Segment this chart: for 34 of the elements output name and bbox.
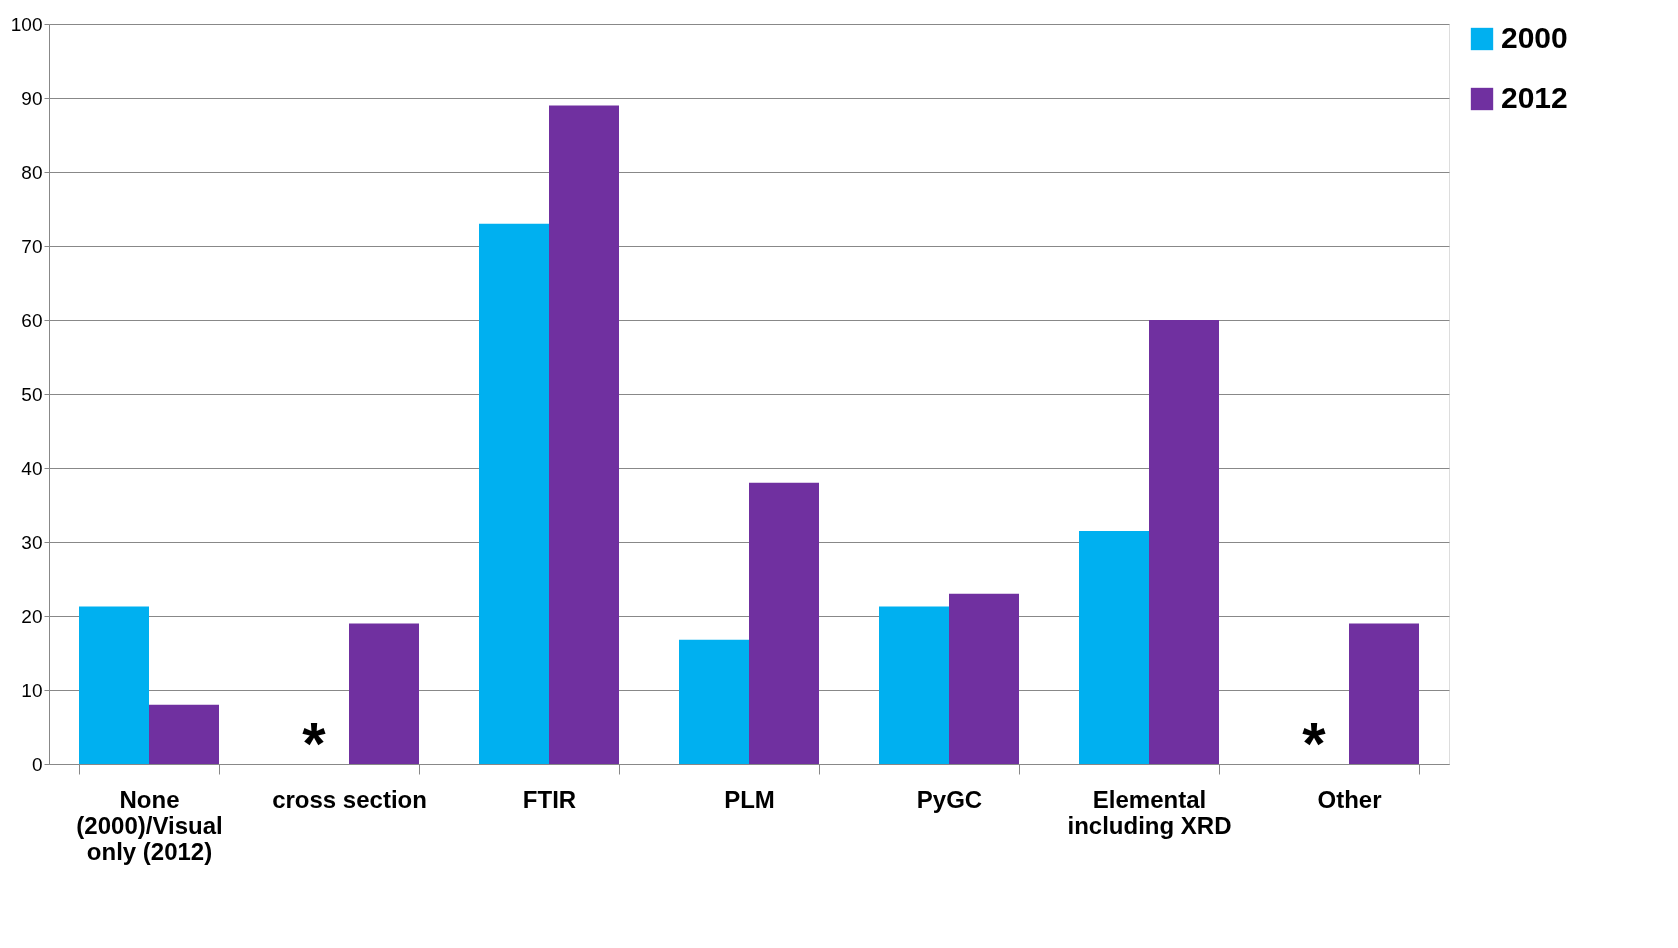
annotation: * (302, 710, 327, 778)
x-tick-label: Other (1317, 785, 1382, 813)
bar (949, 593, 1019, 764)
y-tick-label: 10 (21, 679, 43, 701)
bar (349, 623, 419, 764)
bar (679, 639, 749, 764)
y-tick-label: 40 (21, 457, 43, 479)
bar (549, 105, 619, 764)
annotation: * (1302, 710, 1327, 778)
bar (749, 482, 819, 764)
y-tick-label: 80 (21, 161, 43, 183)
y-tick-label: 20 (21, 605, 43, 627)
y-tick-label: 90 (21, 87, 43, 109)
y-tick-label: 0 (31, 753, 43, 775)
x-tick-label: Elemental including XRD (1067, 785, 1232, 839)
bar (479, 223, 549, 764)
x-tick-label: FTIR (522, 785, 577, 813)
x-tick-label: None (2000)/Visual only (2012) (76, 785, 223, 865)
legend-label: 2000 (1501, 21, 1568, 54)
x-tick-label: PLM (724, 785, 775, 813)
bar (149, 704, 219, 764)
bar (1149, 320, 1219, 764)
y-tick-label: 100 (10, 13, 43, 35)
x-tick-label: cross section (272, 785, 427, 813)
y-tick-label: 70 (21, 235, 43, 257)
bar (79, 606, 149, 764)
y-tick-label: 30 (21, 531, 43, 553)
bar (879, 606, 949, 764)
bar (1349, 623, 1419, 764)
bar (1079, 530, 1149, 764)
legend-label: 2012 (1501, 81, 1568, 114)
x-tick-label: PyGC (916, 785, 983, 813)
y-tick-label: 50 (21, 383, 43, 405)
y-tick-label: 60 (21, 309, 43, 331)
